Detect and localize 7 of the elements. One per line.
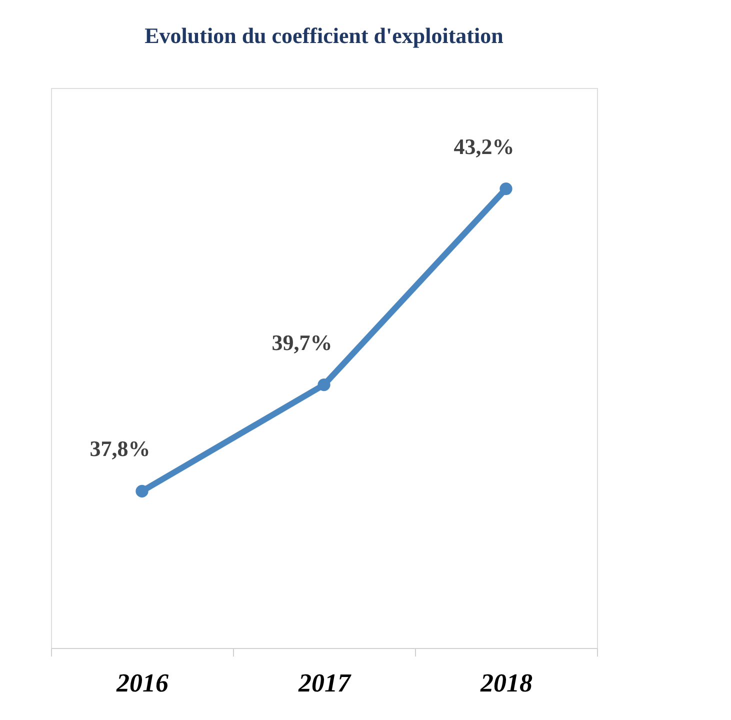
x-tick-label: 2016 — [116, 668, 168, 698]
data-label: 39,7% — [272, 330, 332, 355]
data-label: 43,2% — [454, 134, 514, 159]
x-tick-label: 2017 — [298, 668, 352, 698]
chart-title: Evolution du coefficient d'exploitation — [144, 23, 504, 48]
x-tick-label: 2018 — [480, 668, 532, 698]
data-label: 37,8% — [90, 436, 150, 462]
